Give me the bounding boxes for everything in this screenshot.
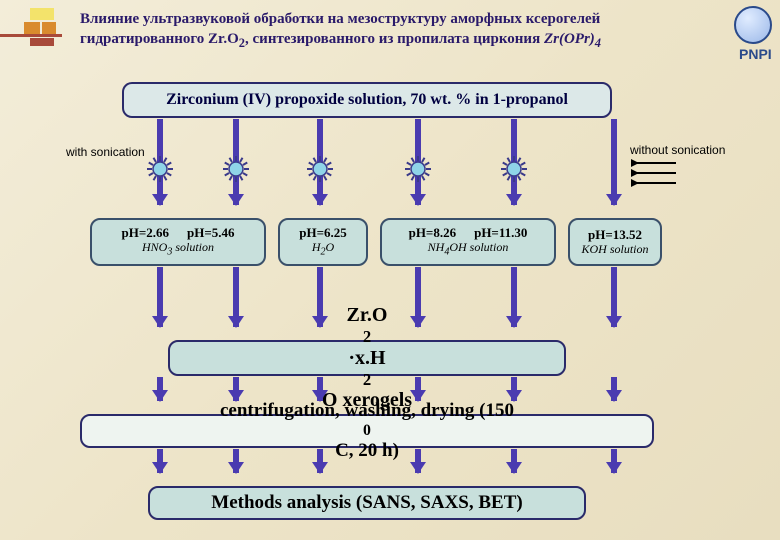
logo-square [30,8,54,20]
flow-arrow [415,267,421,327]
flow-arrow [611,267,617,327]
sonication-icon [146,155,174,183]
flow-arrow [317,377,323,401]
flow-arrow [157,449,163,473]
ph-box: pH=2.66pH=5.46HNO3 solution [90,218,266,266]
sonication-icon [500,155,528,183]
flow-arrow [233,267,239,327]
flow-arrow [511,267,517,327]
ph-box: pH=13.52KOH solution [568,218,662,266]
flow-arrow [415,449,421,473]
logo-rule [0,34,62,37]
slide-title: Влияние ультразвуковой обработки на мезо… [80,10,730,51]
flow-arrow [511,377,517,401]
flow-arrow [415,377,421,401]
without-sonication-label: without sonication [630,143,725,157]
top-box: Zirconium (IV) propoxide solution, 70 wt… [122,82,612,118]
thin-arrow [632,162,676,164]
sonication-icon [222,155,250,183]
flow-arrow [511,449,517,473]
flow-arrow [611,449,617,473]
flow-arrow [317,267,323,327]
flow-arrow [233,377,239,401]
xerogels-box: Zr.O2·x.H2O xerogels [168,340,566,376]
flow-arrow [233,449,239,473]
centrifugation-box: centrifugation, washing, drying (1500C, … [80,414,654,448]
flow-arrow [157,377,163,401]
sonication-icon [306,155,334,183]
thin-arrow [632,172,676,174]
sonication-icon [404,155,432,183]
flow-arrow [157,267,163,327]
with-sonication-label: with sonication [66,145,145,159]
flow-arrow [611,377,617,401]
pnpi-label: PNPI [739,46,772,62]
flow-arrow [611,119,617,205]
globe-icon [734,6,772,44]
thin-arrow [632,182,676,184]
ph-box: pH=8.26pH=11.30NH4OH solution [380,218,556,266]
logo-square [30,38,54,46]
ph-box: pH=6.25H2O [278,218,368,266]
methods-box: Methods analysis (SANS, SAXS, BET) [148,486,586,520]
flow-arrow [317,449,323,473]
